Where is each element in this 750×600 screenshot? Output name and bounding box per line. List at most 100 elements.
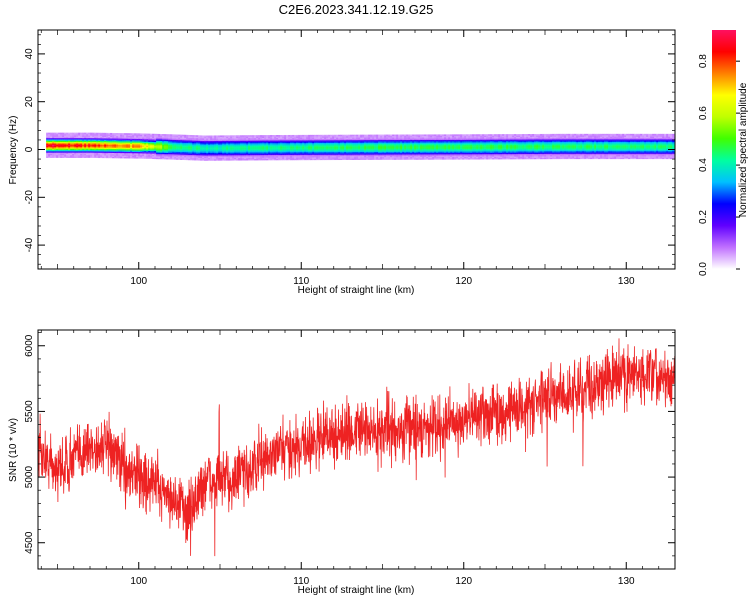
heatmap-cell: [70, 135, 73, 137]
heatmap-cell: [462, 144, 465, 147]
heatmap-cell: [396, 138, 399, 141]
heatmap-cell: [356, 150, 359, 153]
heatmap-cell: [370, 153, 373, 155]
heatmap-cell: [216, 149, 219, 152]
heatmap-cell: [550, 136, 553, 139]
heatmap-cell: [192, 144, 195, 146]
heatmap-cell: [512, 152, 515, 155]
heatmap-cell: [458, 146, 461, 148]
heatmap-cell: [386, 134, 389, 137]
heatmap-cell: [342, 145, 345, 147]
heatmap-cell: [78, 147, 81, 149]
heatmap-cell: [150, 149, 153, 152]
heatmap-cell: [150, 156, 153, 158]
heatmap-cell: [126, 146, 129, 148]
heatmap-cell: [542, 147, 545, 149]
heatmap-cell: [272, 158, 275, 161]
heatmap-cell: [478, 153, 481, 156]
heatmap-cell: [82, 137, 85, 140]
heatmap-cell: [334, 138, 337, 141]
heatmap-cell: [208, 143, 211, 145]
heatmap-cell: [402, 155, 405, 158]
heatmap-cell: [112, 139, 115, 142]
heatmap-cell: [302, 136, 305, 138]
heatmap-cell: [476, 143, 479, 146]
heatmap-cell: [94, 143, 97, 145]
heatmap-cell: [104, 152, 107, 155]
heatmap-cell: [438, 138, 441, 140]
heatmap-cell: [264, 148, 267, 150]
heatmap-cell: [174, 158, 177, 160]
heatmap-cell: [108, 134, 111, 136]
heatmap-cell: [558, 157, 561, 160]
heatmap-cell: [164, 139, 167, 141]
heatmap-cell: [568, 139, 571, 141]
heatmap-cell: [524, 143, 527, 145]
heatmap-cell: [500, 138, 503, 140]
heatmap-cell: [372, 149, 375, 151]
heatmap-cell: [50, 148, 53, 151]
heatmap-cell: [482, 153, 485, 156]
heatmap-cell: [184, 157, 187, 159]
heatmap-cell: [342, 137, 345, 139]
heatmap-cell: [372, 156, 375, 159]
heatmap-cell: [378, 143, 381, 146]
heatmap-cell: [282, 136, 285, 138]
heatmap-cell: [456, 135, 459, 138]
heatmap-cell: [182, 143, 185, 146]
heatmap-cell: [130, 154, 133, 156]
heatmap-cell: [464, 138, 467, 140]
heatmap-cell: [88, 137, 91, 140]
heatmap-cell: [394, 135, 397, 138]
heatmap-cell: [104, 146, 107, 148]
heatmap-cell: [436, 151, 439, 154]
heatmap-cell: [336, 145, 339, 147]
heatmap-cell: [340, 134, 343, 137]
heatmap-cell: [308, 144, 311, 146]
heatmap-cell: [350, 153, 353, 155]
heatmap-cell: [94, 137, 97, 140]
heatmap-cell: [448, 148, 451, 151]
heatmap-cell: [104, 132, 107, 135]
heatmap-cell: [494, 156, 497, 159]
heatmap-cell: [236, 136, 239, 139]
heatmap-cell: [526, 135, 529, 137]
heatmap-cell: [254, 152, 257, 154]
heatmap-cell: [538, 156, 541, 158]
heatmap-cell: [494, 143, 497, 145]
heatmap-cell: [416, 154, 419, 156]
heatmap-cell: [438, 156, 441, 159]
heatmap-cell: [348, 137, 351, 139]
heatmap-cell: [236, 157, 239, 160]
heatmap-cell: [186, 146, 189, 149]
heatmap-cell: [292, 150, 295, 153]
heatmap-cell: [210, 145, 213, 148]
heatmap-cell: [392, 152, 395, 155]
heatmap-cell: [252, 149, 255, 152]
heatmap-cell: [404, 154, 407, 156]
heatmap-cell: [46, 144, 49, 147]
heatmap-cell: [482, 136, 485, 139]
heatmap-cell: [110, 147, 113, 150]
heatmap-cell: [520, 152, 523, 155]
heatmap-cell: [278, 141, 281, 144]
heatmap-cell: [190, 145, 193, 148]
heatmap-cell: [230, 147, 233, 149]
heatmap-cell: [134, 147, 137, 150]
heatmap-cell: [118, 133, 121, 135]
heatmap-cell: [222, 144, 225, 147]
heatmap-cell: [556, 148, 559, 150]
heatmap-cell: [86, 136, 89, 139]
heatmap-cell: [294, 146, 297, 149]
heatmap-cell: [46, 133, 49, 136]
heatmap-cell: [342, 146, 345, 149]
heatmap-cell: [158, 143, 161, 145]
heatmap-cell: [340, 137, 343, 139]
heatmap-cell: [496, 153, 499, 156]
heatmap-cell: [172, 146, 175, 148]
heatmap-cell: [188, 154, 191, 157]
heatmap-cell: [376, 143, 379, 146]
heatmap-cell: [250, 153, 253, 156]
heatmap-cell: [84, 151, 87, 153]
heatmap-cell: [328, 143, 331, 146]
